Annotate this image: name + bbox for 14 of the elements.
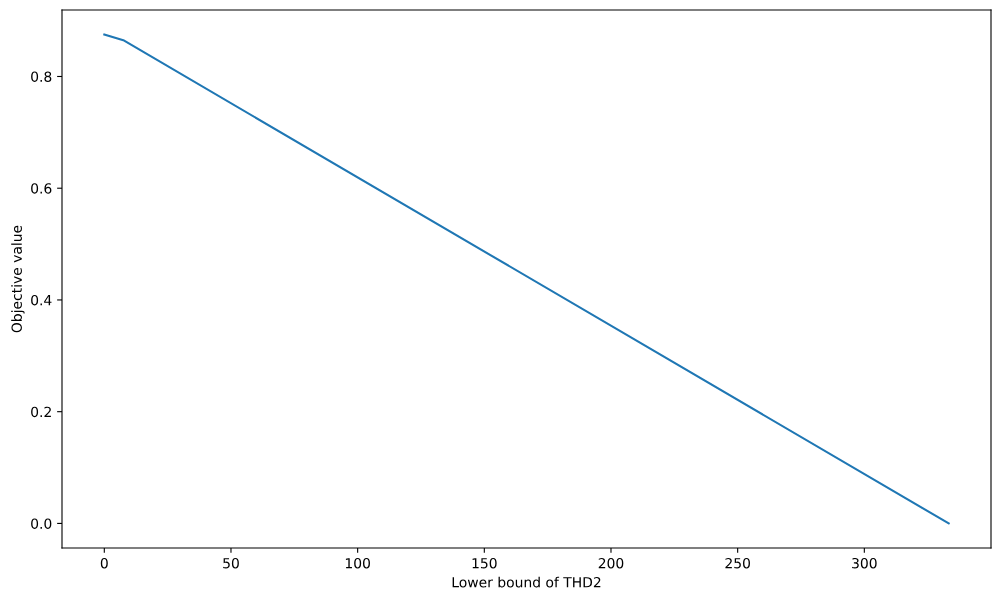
x-axis-title: Lower bound of THD2: [452, 576, 601, 588]
x-tick-label: 100: [345, 557, 370, 569]
x-tick-label: 250: [725, 557, 750, 569]
y-tick-label: 0.0: [31, 518, 52, 529]
y-tick-label: 0.4: [31, 294, 52, 306]
x-tick-label: 50: [223, 557, 239, 569]
x-tick-label: 200: [598, 557, 624, 569]
y-tick-label: 0.2: [31, 406, 51, 418]
x-tick-label: 300: [852, 557, 877, 569]
y-tick-label: 0.8: [31, 71, 52, 82]
x-tick-label: 150: [472, 557, 497, 569]
y-axis-title: Objective value: [11, 225, 25, 333]
x-tick-label: 0: [100, 557, 108, 569]
y-tick-label: 0.6: [31, 183, 52, 194]
